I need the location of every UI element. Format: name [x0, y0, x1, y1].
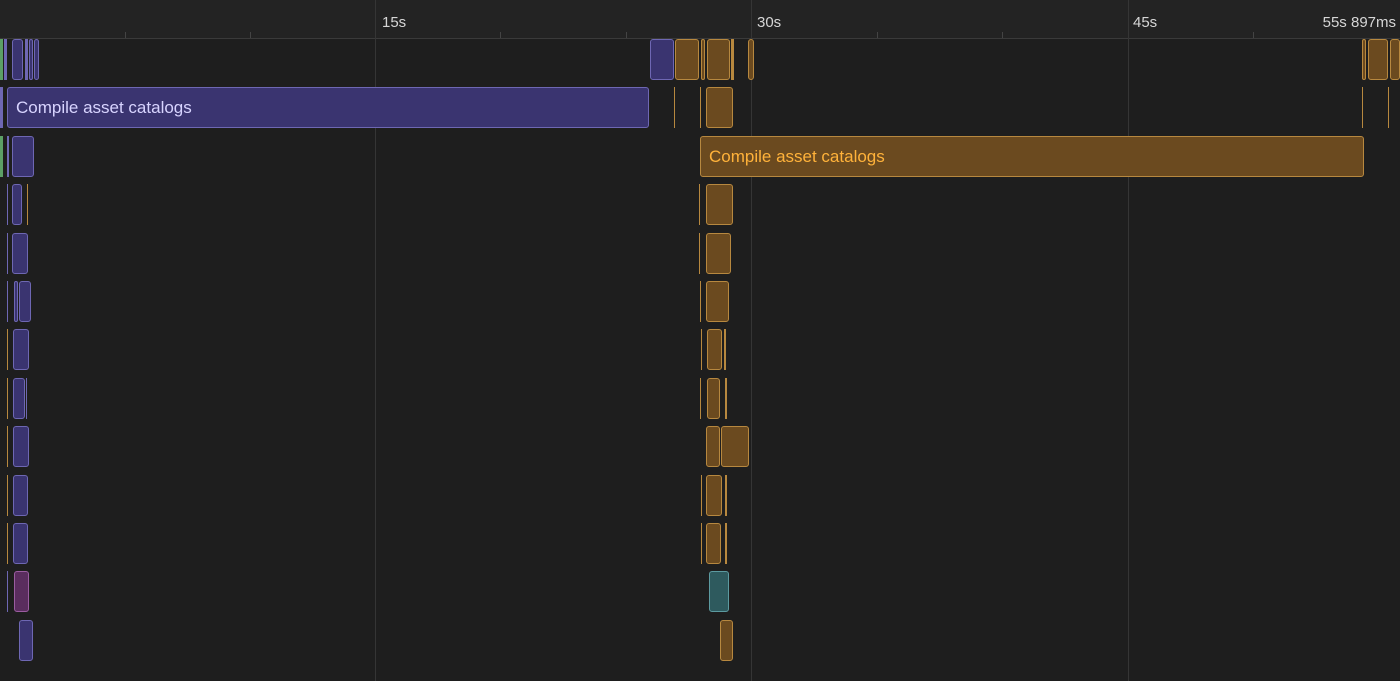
gridline-30s [751, 0, 752, 681]
task-block[interactable] [701, 329, 702, 371]
task-lanes: Compile asset catalogs Compile asset cata… [0, 39, 1400, 681]
task-block[interactable] [701, 39, 705, 80]
task-block[interactable] [1368, 39, 1388, 80]
task-block[interactable] [12, 232, 28, 274]
task-block[interactable] [725, 377, 727, 419]
ruler-minor-tick [877, 32, 878, 38]
task-block[interactable] [731, 39, 734, 80]
task-block[interactable] [7, 281, 8, 322]
task-block[interactable] [1362, 39, 1366, 80]
tick-label-45s: 45s [1133, 14, 1158, 31]
task-block[interactable] [707, 329, 722, 371]
task-block[interactable] [29, 39, 33, 80]
task-block[interactable] [0, 39, 3, 80]
gridline-45s [1128, 0, 1129, 681]
task-block[interactable] [26, 377, 27, 419]
task-block[interactable] [706, 281, 729, 322]
task-block[interactable] [13, 426, 29, 468]
task-block[interactable] [12, 135, 34, 177]
task-block[interactable] [7, 184, 8, 226]
task-label: Compile asset catalogs [709, 146, 885, 166]
task-block[interactable] [13, 329, 29, 371]
task-block[interactable] [12, 184, 22, 226]
task-block[interactable] [0, 87, 3, 129]
task-block[interactable] [13, 377, 25, 419]
task-block[interactable] [706, 474, 722, 516]
tick-label-15s: 15s [382, 14, 407, 31]
task-block[interactable] [725, 474, 727, 516]
task-block[interactable] [650, 39, 674, 80]
ruler-minor-tick [250, 32, 251, 38]
task-block[interactable] [25, 39, 28, 80]
task-block[interactable] [700, 281, 701, 322]
task-block[interactable] [7, 571, 8, 613]
task-block[interactable] [720, 619, 733, 661]
task-block[interactable] [19, 619, 33, 661]
time-ruler: 15s 30s 45s 55s 897ms [0, 0, 1400, 39]
task-block[interactable] [7, 329, 8, 371]
task-block[interactable] [14, 571, 29, 613]
task-block[interactable] [1390, 39, 1400, 80]
task-block[interactable] [674, 87, 675, 129]
task-block[interactable] [7, 426, 8, 468]
task-label: Compile asset catalogs [16, 98, 192, 118]
task-block[interactable] [707, 39, 730, 80]
task-block[interactable] [1388, 87, 1389, 129]
task-block[interactable] [724, 329, 726, 371]
task-block[interactable] [700, 377, 701, 419]
tick-label-end: 55s 897ms [1322, 14, 1396, 31]
task-block[interactable] [13, 523, 28, 564]
task-block[interactable] [701, 474, 702, 516]
task-block[interactable] [7, 377, 8, 419]
task-block[interactable] [707, 377, 720, 419]
task-block[interactable] [699, 232, 700, 274]
task-block[interactable] [706, 184, 733, 226]
task-block[interactable] [701, 523, 702, 564]
task-block[interactable] [709, 571, 729, 613]
task-block[interactable] [14, 281, 18, 322]
task-block[interactable] [706, 426, 720, 468]
ruler-minor-tick [626, 32, 627, 38]
ruler-minor-tick [500, 32, 501, 38]
task-block[interactable] [700, 87, 701, 129]
task-block[interactable] [725, 523, 727, 564]
task-block[interactable] [19, 281, 31, 322]
task-block[interactable] [34, 39, 39, 80]
task-block[interactable] [7, 135, 9, 177]
task-block[interactable]: Compile asset catalogs [7, 87, 649, 129]
task-block[interactable] [706, 232, 731, 274]
task-block[interactable] [748, 39, 754, 80]
task-block[interactable] [706, 87, 733, 129]
task-block[interactable] [12, 39, 23, 80]
tick-label-30s: 30s [757, 14, 782, 31]
task-block[interactable] [706, 523, 721, 564]
ruler-minor-tick [125, 32, 126, 38]
task-block[interactable] [675, 39, 699, 80]
ruler-minor-tick [1253, 32, 1254, 38]
task-block[interactable] [721, 426, 749, 468]
ruler-minor-tick [1002, 32, 1003, 38]
task-block[interactable] [27, 184, 28, 226]
task-block[interactable] [7, 523, 8, 564]
gridline-15s [375, 0, 376, 681]
task-block[interactable] [699, 184, 700, 226]
task-block[interactable] [1362, 87, 1363, 129]
task-block[interactable] [13, 474, 28, 516]
task-block[interactable] [7, 232, 8, 274]
task-block[interactable] [0, 135, 3, 177]
task-block[interactable] [7, 474, 8, 516]
task-block[interactable]: Compile asset catalogs [700, 135, 1364, 177]
task-block[interactable] [4, 39, 7, 80]
